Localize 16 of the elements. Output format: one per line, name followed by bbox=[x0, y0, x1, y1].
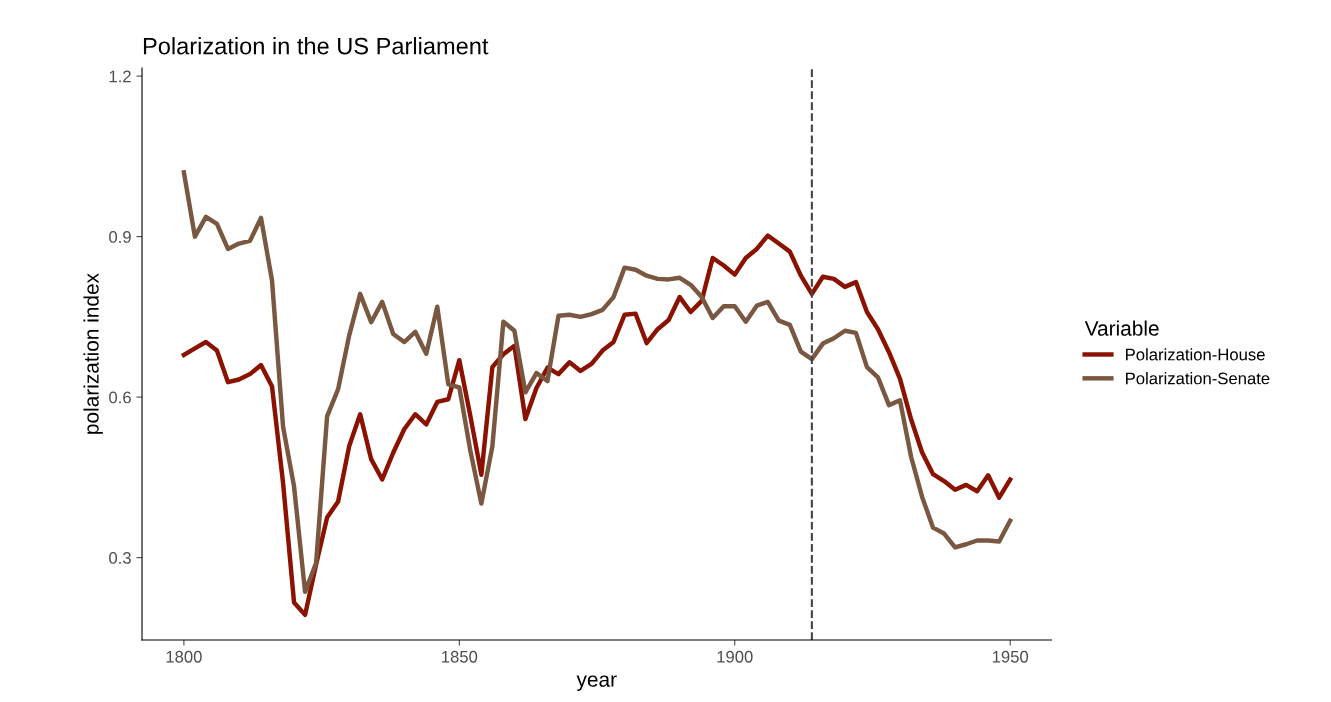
line-series bbox=[181, 170, 1013, 595]
y-tick-label: 0.9 bbox=[109, 231, 131, 243]
legend-title: Variable bbox=[1084, 320, 1159, 336]
legend-label: Polarization-Senate bbox=[1126, 372, 1270, 385]
y-tick-label: 0.6 bbox=[109, 391, 131, 404]
legend-label: Polarization-House bbox=[1126, 348, 1265, 361]
y-tick-label: 1.2 bbox=[109, 70, 131, 83]
x-tick-label: 1900 bbox=[717, 650, 753, 663]
x-tick-label: 1800 bbox=[166, 650, 202, 663]
x-tick-label: 1950 bbox=[992, 650, 1029, 663]
y-axis-title: polarization index bbox=[83, 273, 103, 434]
line-series bbox=[181, 233, 1013, 618]
y-tick-label: 0.3 bbox=[109, 552, 131, 564]
chart-title: Polarization in the US Parliament bbox=[143, 37, 489, 55]
x-axis-title: year bbox=[576, 675, 617, 691]
x-tick-label: 1850 bbox=[442, 650, 478, 663]
